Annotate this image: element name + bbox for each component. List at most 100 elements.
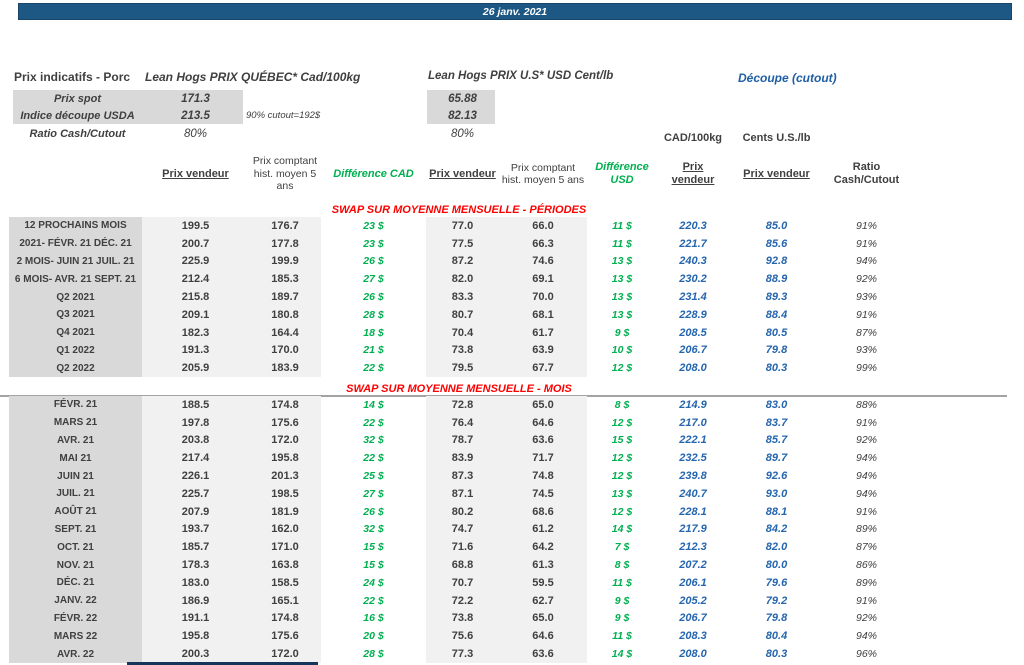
cell-hist-cad: 175.6 bbox=[249, 413, 321, 432]
cell-ratio: 86% bbox=[855, 559, 877, 572]
cell-hist-cad: 163.8 bbox=[249, 556, 321, 574]
cell-pv-usd: 80.7 bbox=[426, 305, 499, 324]
cell-hist-usd: 63.9 bbox=[499, 341, 587, 360]
cell-label: MARS 21 bbox=[9, 413, 142, 432]
cell-pv-cad: 225.7 bbox=[142, 484, 249, 503]
cell-diff-cad: 22 $ bbox=[363, 362, 384, 375]
cell-pv-usd: 70.7 bbox=[426, 573, 499, 592]
cell-cutout-cents: 80.3 bbox=[765, 648, 788, 661]
cell-hist-cad: 183.9 bbox=[249, 359, 321, 378]
bottom-banner-edge bbox=[127, 662, 318, 665]
cash-cutout-ratio-us: 80% bbox=[450, 127, 475, 140]
cell-cutout-cents: 88.9 bbox=[765, 273, 788, 286]
cell-pv-usd: 71.6 bbox=[426, 538, 499, 557]
cell-diff-usd: 12 $ bbox=[611, 505, 633, 518]
cell-ratio: 91% bbox=[855, 416, 877, 429]
cell-ratio: 94% bbox=[855, 452, 877, 465]
cell-pv-usd: 78.7 bbox=[426, 431, 499, 450]
col-header-pv-cad: Prix vendeur bbox=[162, 167, 229, 180]
cell-pv-usd: 68.8 bbox=[426, 556, 499, 574]
cell-pv-cad: 226.1 bbox=[142, 467, 249, 485]
cell-label: AVR. 21 bbox=[9, 431, 142, 450]
cell-diff-cad: 28 $ bbox=[363, 308, 384, 321]
cell-ratio: 94% bbox=[855, 255, 877, 268]
cell-pv-usd: 82.0 bbox=[426, 270, 499, 289]
cell-diff-usd: 14 $ bbox=[611, 523, 633, 536]
cell-hist-cad: 201.3 bbox=[249, 467, 321, 485]
cell-diff-cad: 32 $ bbox=[363, 434, 384, 447]
cell-ratio: 91% bbox=[855, 219, 877, 232]
quebec-price-title: Lean Hogs PRIX QUÉBEC* Cad/100kg bbox=[145, 70, 361, 84]
cell-diff-usd: 11 $ bbox=[612, 630, 632, 643]
cell-hist-usd: 63.6 bbox=[499, 431, 587, 450]
table-row: OCT. 21 185.7 171.0 15 $ 71.6 64.2 7 $ 212.3 82.… bbox=[9, 538, 909, 557]
cell-diff-usd: 10 $ bbox=[611, 344, 633, 357]
cell-hist-cad: 174.8 bbox=[249, 609, 321, 628]
report-title: Prix indicatifs - Porc bbox=[14, 70, 131, 84]
cell-hist-usd: 65.0 bbox=[499, 609, 587, 628]
cell-cutout-cad: 231.4 bbox=[679, 291, 707, 304]
cell-ratio: 93% bbox=[855, 344, 877, 357]
cell-ratio: 91% bbox=[855, 237, 877, 250]
usda-cutout-qc: 213.5 bbox=[181, 109, 210, 122]
table-row: 12 PROCHAINS MOIS 199.5 176.7 23 $ 77.0 66.0 1… bbox=[9, 217, 909, 235]
cell-label: OCT. 21 bbox=[9, 538, 142, 557]
col-header-hist-cad: Prix comptant hist. moyen 5 ans bbox=[252, 155, 318, 193]
cell-cutout-cents: 85.7 bbox=[765, 434, 788, 447]
cell-cutout-cents: 80.5 bbox=[765, 326, 788, 339]
cell-hist-usd: 74.8 bbox=[499, 467, 587, 485]
cell-diff-usd: 15 $ bbox=[611, 434, 633, 447]
cell-pv-usd: 79.5 bbox=[426, 359, 499, 378]
cell-hist-usd: 65.0 bbox=[499, 396, 587, 414]
cell-label: FÉVR. 22 bbox=[9, 609, 142, 628]
report-date: 26 janv. 2021 bbox=[482, 5, 548, 18]
cell-hist-usd: 66.3 bbox=[499, 234, 587, 253]
cell-cutout-cad: 217.0 bbox=[679, 416, 707, 429]
cell-pv-cad: 188.5 bbox=[142, 396, 249, 414]
cell-hist-cad: 172.0 bbox=[249, 645, 321, 663]
cell-pv-cad: 207.9 bbox=[142, 502, 249, 521]
cell-pv-cad: 205.9 bbox=[142, 359, 249, 378]
cell-pv-cad: 185.7 bbox=[142, 538, 249, 557]
cell-label: Q2 2022 bbox=[9, 359, 142, 378]
cell-hist-cad: 172.0 bbox=[249, 431, 321, 450]
unit-cents-label: Cents U.S./lb bbox=[742, 132, 811, 144]
cell-label: Q2 2021 bbox=[9, 288, 142, 306]
cell-cutout-cents: 88.1 bbox=[765, 505, 788, 518]
cell-pv-usd: 87.2 bbox=[426, 252, 499, 271]
cell-diff-cad: 32 $ bbox=[363, 523, 384, 536]
cell-pv-usd: 77.5 bbox=[426, 234, 499, 253]
cell-diff-usd: 11 $ bbox=[612, 219, 632, 232]
cell-diff-cad: 27 $ bbox=[363, 273, 384, 286]
cell-hist-cad: 158.5 bbox=[249, 573, 321, 592]
cell-cutout-cad: 212.3 bbox=[679, 541, 707, 554]
cell-cutout-cents: 83.7 bbox=[765, 416, 788, 429]
cell-hist-usd: 68.6 bbox=[499, 502, 587, 521]
cell-diff-usd: 12 $ bbox=[611, 452, 633, 465]
cell-pv-cad: 217.4 bbox=[142, 449, 249, 468]
cell-cutout-cad: 208.5 bbox=[679, 326, 707, 339]
cell-diff-usd: 13 $ bbox=[611, 273, 633, 286]
cell-diff-usd: 12 $ bbox=[611, 470, 633, 483]
cell-cutout-cents: 79.2 bbox=[765, 594, 788, 607]
cell-hist-usd: 64.2 bbox=[499, 538, 587, 557]
cell-hist-usd: 61.7 bbox=[499, 323, 587, 342]
cell-ratio: 89% bbox=[855, 576, 877, 589]
us-price-title: Lean Hogs PRIX U.S* USD Cent/lb bbox=[428, 70, 614, 82]
table-row: 2 MOIS- JUIN 21 JUIL. 21 225.9 199.9 26 $ 87… bbox=[9, 252, 909, 271]
table-row: Q2 2021 215.8 189.7 26 $ 83.3 70.0 13 $ 231.4 89… bbox=[9, 288, 909, 306]
cell-diff-cad: 23 $ bbox=[363, 219, 384, 232]
us-summary-box bbox=[427, 90, 495, 124]
cell-diff-cad: 22 $ bbox=[363, 594, 384, 607]
cell-pv-usd: 87.3 bbox=[426, 467, 499, 485]
cell-pv-usd: 74.7 bbox=[426, 520, 499, 539]
cell-diff-cad: 22 $ bbox=[363, 452, 384, 465]
section-rows-periodes: 12 PROCHAINS MOIS 199.5 176.7 23 $ 77.0 66.0 1… bbox=[9, 217, 909, 378]
col-header-cutout-cad: Prix vendeur bbox=[671, 161, 715, 186]
cell-pv-usd: 77.0 bbox=[426, 217, 499, 235]
cell-diff-usd: 13 $ bbox=[611, 255, 633, 268]
cell-pv-cad: 182.3 bbox=[142, 323, 249, 342]
cell-cutout-cents: 82.0 bbox=[765, 541, 788, 554]
cell-hist-usd: 63.6 bbox=[499, 645, 587, 663]
cell-label: SEPT. 21 bbox=[9, 520, 142, 539]
